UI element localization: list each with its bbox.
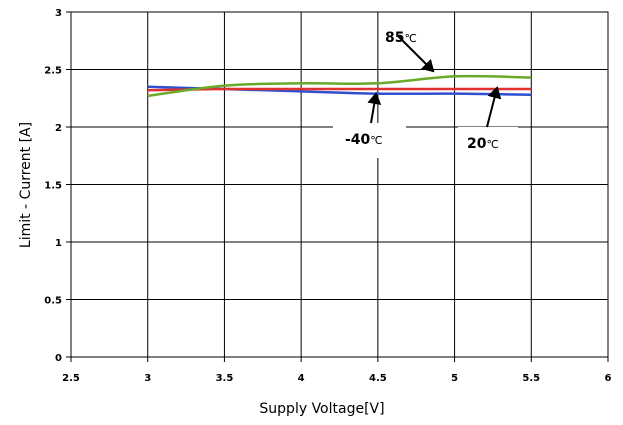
x-tick-label: 5.5 bbox=[522, 373, 540, 384]
x-axis-title: Supply Voltage[V] bbox=[259, 401, 384, 417]
annotation-label-minus40: -40℃ bbox=[345, 132, 383, 148]
annotation-label-85: 85℃ bbox=[385, 30, 417, 46]
x-tick-label: 3.5 bbox=[216, 373, 234, 384]
y-tick-label: 2 bbox=[55, 123, 62, 134]
grid bbox=[66, 11, 609, 362]
y-tick-label: 0.5 bbox=[44, 296, 62, 307]
x-tick-label: 6 bbox=[605, 373, 612, 384]
y-tick-label: 3 bbox=[55, 8, 62, 19]
x-tick-label: 2.5 bbox=[62, 373, 80, 384]
y-tick-label: 2.5 bbox=[44, 66, 62, 77]
x-tick-label: 5 bbox=[451, 373, 458, 384]
annotation-label-20: 20℃ bbox=[467, 136, 499, 152]
y-tick-label: 1 bbox=[55, 238, 62, 249]
y-tick-label: 1.5 bbox=[44, 181, 62, 192]
annotation-arrow-20 bbox=[486, 86, 502, 128]
annotation-arrow-minus40 bbox=[367, 92, 382, 124]
y-tick-labels: 0 0.5 1 1.5 2 2.5 3 bbox=[44, 8, 62, 364]
label-backdrop-20 bbox=[458, 127, 518, 157]
series-lines bbox=[147, 74, 532, 98]
annotations: 85℃ -40℃ 20℃ bbox=[333, 30, 518, 158]
x-tick-label: 3 bbox=[144, 373, 151, 384]
series-line-t20 bbox=[147, 87, 532, 92]
y-axis-title: Limit - Current [A] bbox=[18, 122, 34, 248]
annotation-arrow-85 bbox=[397, 35, 435, 73]
label-backdrop-minus40 bbox=[333, 123, 406, 158]
x-tick-label: 4 bbox=[298, 373, 305, 384]
series-line-t85 bbox=[147, 74, 532, 98]
x-tick-labels: 2.5 3 3.5 4 4.5 5 5.5 6 bbox=[62, 373, 611, 384]
x-tick-label: 4.5 bbox=[369, 373, 387, 384]
y-tick-label: 0 bbox=[55, 353, 62, 364]
